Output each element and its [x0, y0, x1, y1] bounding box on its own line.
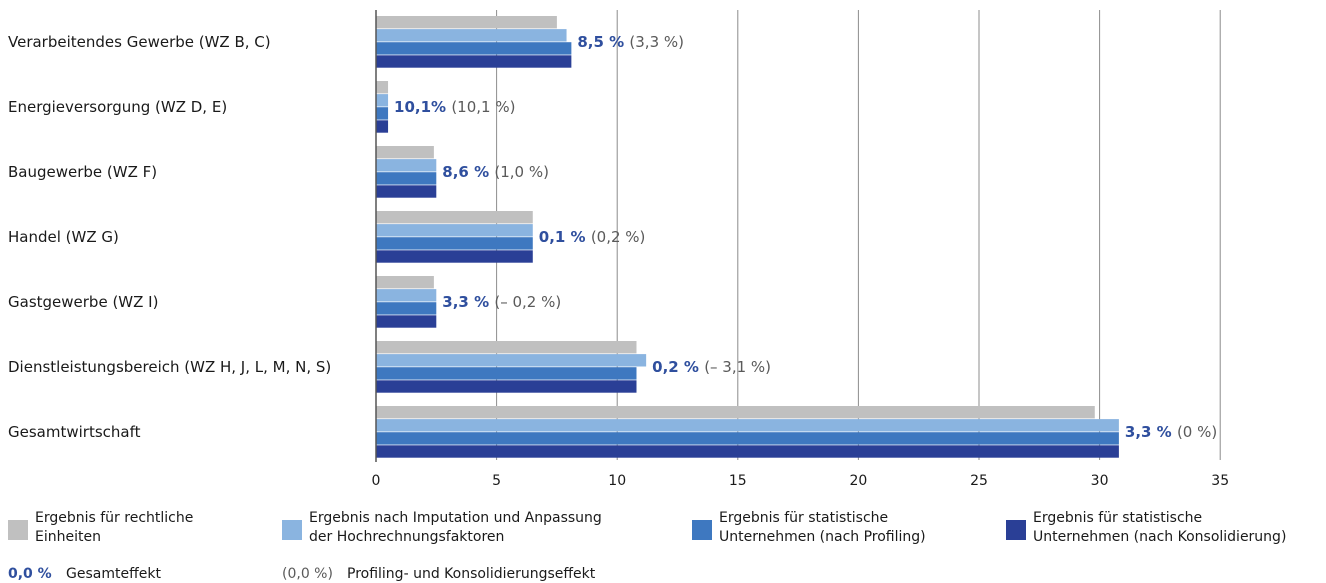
bar: [376, 159, 437, 172]
bar: [376, 211, 533, 224]
bar-annotation: 10,1% (10,1 %): [394, 98, 515, 116]
profiling-effect-label: (10,1 %): [451, 98, 515, 116]
category-label: Handel (WZ G): [8, 228, 119, 246]
legend-label: Unternehmen (nach Profiling): [719, 529, 926, 545]
bar: [376, 42, 572, 55]
bar: [376, 146, 434, 159]
key-effect-sample: (0,0 %): [282, 566, 333, 582]
bar-annotation: 3,3 % (0 %): [1125, 423, 1217, 441]
key-total-label: Gesamteffekt: [66, 566, 161, 582]
total-effect-label: 8,5 %: [577, 33, 629, 51]
legend-label: Ergebnis für statistische: [1033, 510, 1202, 526]
x-tick-labels: 0 5 10 15 20 25 30 35: [372, 473, 1230, 489]
bar-annotation: 0,2 % (– 3,1 %): [652, 358, 771, 376]
legend-label: Ergebnis nach Imputation und Anpassung: [309, 510, 602, 526]
grid-lines: [496, 10, 1221, 460]
key-effect-label: Profiling- und Konsolidierungseffekt: [347, 566, 596, 582]
profiling-effect-label: (3,3 %): [629, 33, 684, 51]
bar-annotations: 8,5 % (3,3 %) 10,1% (10,1 %) 8,6 % (1,0 %)…: [394, 33, 1217, 441]
legend-label: Unternehmen (nach Konsolidierung): [1033, 529, 1286, 545]
total-effect-label: 3,3 %: [442, 293, 494, 311]
total-effect-label: 0,2 %: [652, 358, 704, 376]
legend-label: der Hochrechnungsfaktoren: [309, 529, 504, 545]
legend-swatch: [282, 520, 302, 540]
total-effect-label: 3,3 %: [1125, 423, 1177, 441]
profiling-effect-label: (– 0,2 %): [494, 293, 561, 311]
bar: [376, 81, 389, 94]
annotation-key: 0,0 % Gesamteffekt (0,0 %) Profiling- und K…: [8, 566, 596, 582]
bar: [376, 107, 389, 120]
category-label: Baugewerbe (WZ F): [8, 163, 157, 181]
bar: [376, 29, 567, 42]
bar: [376, 341, 637, 354]
legend: Ergebnis für rechtliche Einheiten Ergebnis…: [8, 510, 1286, 545]
bar: [376, 94, 389, 107]
x-tick-label: 25: [970, 473, 988, 489]
x-tick-label: 35: [1211, 473, 1229, 489]
x-tick-label: 10: [608, 473, 626, 489]
bar: [376, 224, 533, 237]
bars: [376, 16, 1119, 458]
bar-annotation: 8,6 % (1,0 %): [442, 163, 549, 181]
total-effect-label: 8,6 %: [442, 163, 494, 181]
bar: [376, 315, 437, 328]
bar: [376, 185, 437, 198]
category-label: Gastgewerbe (WZ I): [8, 293, 158, 311]
legend-swatch: [1006, 520, 1026, 540]
bar-annotation: 3,3 % (– 0,2 %): [442, 293, 561, 311]
bar-annotation: 8,5 % (3,3 %): [577, 33, 684, 51]
total-effect-label: 10,1%: [394, 98, 451, 116]
bar: [376, 419, 1119, 432]
profiling-effect-label: (1,0 %): [494, 163, 549, 181]
bar: [376, 302, 437, 315]
x-tick-label: 30: [1091, 473, 1109, 489]
bar: [376, 354, 647, 367]
bar: [376, 250, 533, 263]
total-effect-label: 0,1 %: [539, 228, 591, 246]
bar: [376, 432, 1119, 445]
legend-swatch: [8, 520, 28, 540]
bar: [376, 172, 437, 185]
x-tick-label: 0: [372, 473, 381, 489]
bar: [376, 406, 1095, 419]
category-label: Energieversorgung (WZ D, E): [8, 98, 227, 116]
profiling-effect-label: (0,2 %): [591, 228, 646, 246]
bar: [376, 276, 434, 289]
category-label: Verarbeitendes Gewerbe (WZ B, C): [8, 33, 271, 51]
x-tick-label: 20: [849, 473, 867, 489]
legend-swatch: [692, 520, 712, 540]
bar: [376, 445, 1119, 458]
bar: [376, 289, 437, 302]
bar: [376, 380, 637, 393]
bar-annotation: 0,1 % (0,2 %): [539, 228, 646, 246]
key-total-sample: 0,0 %: [8, 566, 52, 582]
legend-label: Ergebnis für rechtliche: [35, 510, 193, 526]
bar: [376, 120, 389, 133]
profiling-effect-label: (– 3,1 %): [704, 358, 771, 376]
x-tick-label: 15: [729, 473, 747, 489]
x-tick-label: 5: [492, 473, 501, 489]
profiling-effect-label: (0 %): [1177, 423, 1217, 441]
bar: [376, 367, 637, 380]
bar: [376, 237, 533, 250]
category-label: Dienstleistungsbereich (WZ H, J, L, M, N…: [8, 358, 331, 376]
bar: [376, 55, 572, 68]
legend-label: Einheiten: [35, 529, 101, 545]
legend-label: Ergebnis für statistische: [719, 510, 888, 526]
category-labels: Verarbeitendes Gewerbe (WZ B, C) Energiev…: [8, 33, 331, 441]
bar: [376, 16, 557, 29]
category-label: Gesamtwirtschaft: [8, 423, 141, 441]
